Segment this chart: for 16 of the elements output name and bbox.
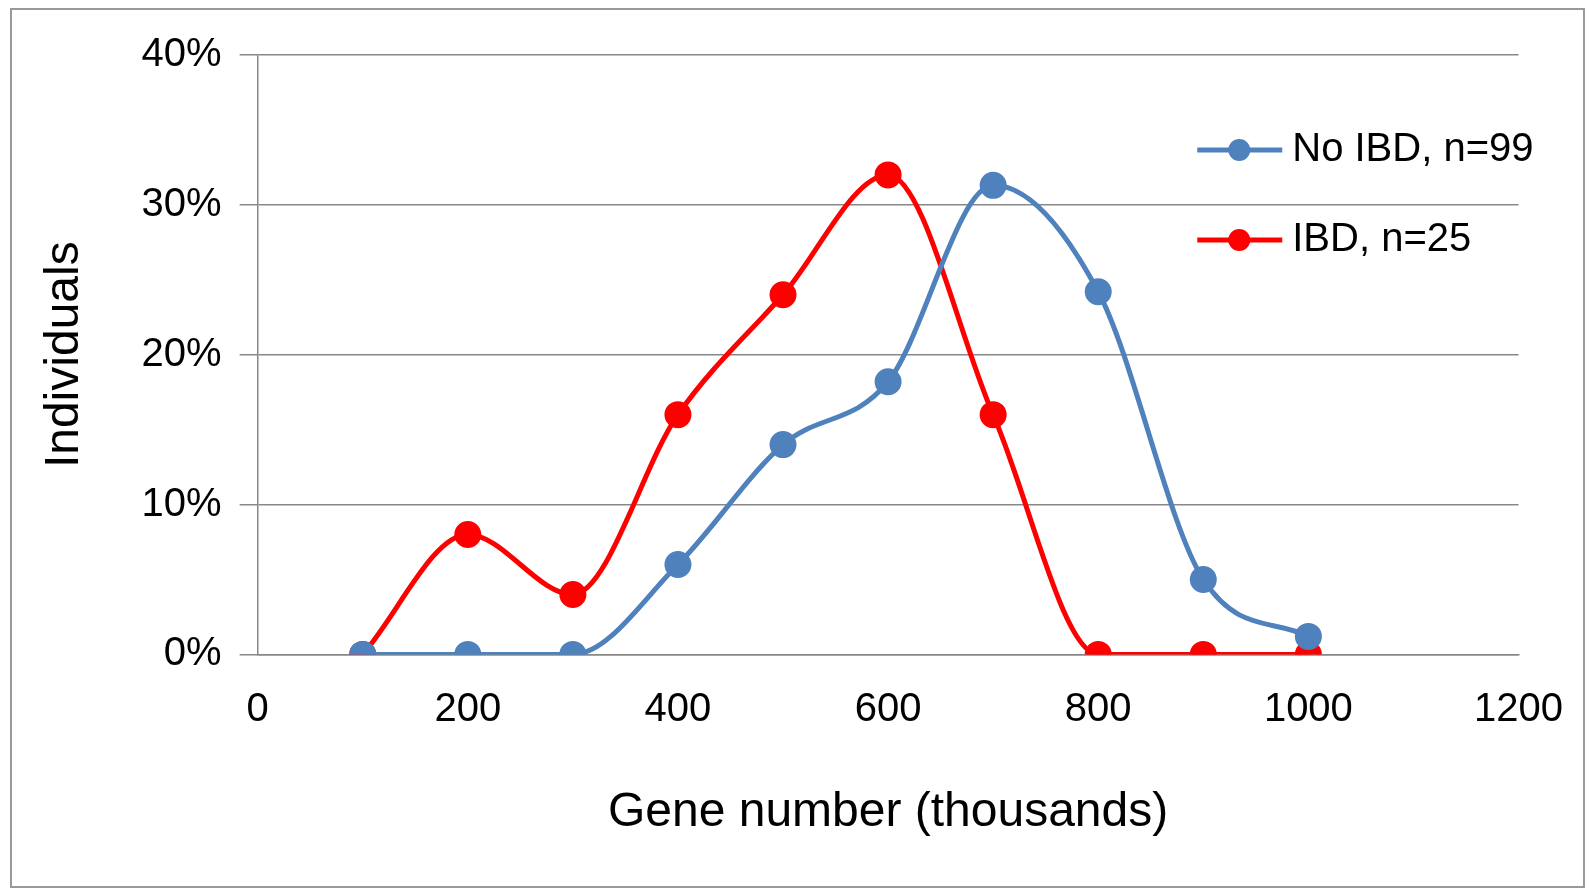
x-axis-title: Gene number (thousands) <box>607 783 1169 837</box>
x-tick-label: 1000 <box>1263 685 1353 730</box>
x-tick-label: 600 <box>854 685 922 730</box>
y-tick-label: 30% <box>141 179 222 224</box>
legend-label: IBD, n=25 <box>1292 215 1472 260</box>
x-tick-label: 200 <box>434 685 502 730</box>
legend-label: No IBD, n=99 <box>1292 125 1534 170</box>
y-tick-label: 10% <box>141 479 222 524</box>
y-axis-title: Individuals <box>35 241 89 469</box>
y-tick-label: 0% <box>163 629 222 674</box>
x-tick-label: 400 <box>644 685 712 730</box>
x-tick-label: 0 <box>246 685 269 730</box>
x-tick-label: 1200 <box>1474 685 1563 730</box>
y-tick-label: 20% <box>141 329 222 374</box>
y-tick-label: 40% <box>141 30 222 75</box>
x-tick-label: 800 <box>1064 685 1132 730</box>
